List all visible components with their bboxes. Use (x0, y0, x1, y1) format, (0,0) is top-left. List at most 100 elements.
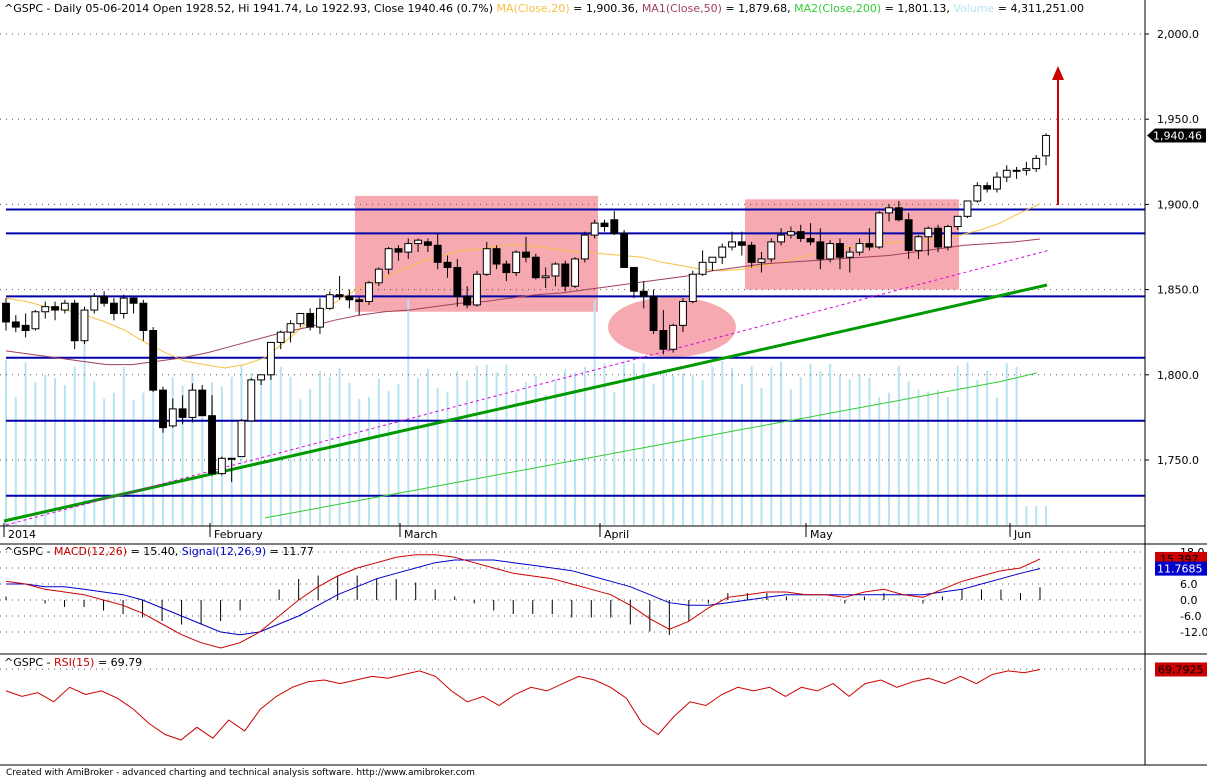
ma50-label: MA1(Close,50) (641, 2, 722, 15)
candle-body (463, 295, 472, 306)
ma20-value: = 1,900.36, (569, 2, 639, 15)
candle-body (482, 248, 491, 275)
candle-body (904, 219, 913, 251)
candle-body (728, 241, 736, 248)
candle-body (718, 246, 727, 258)
candle-body (325, 294, 334, 309)
candle-body (747, 244, 756, 263)
candle-body (404, 243, 413, 253)
price-tick-label: 1,750.0 (1157, 454, 1199, 467)
candle-body (816, 241, 825, 260)
price-tick-label: 1,900.0 (1157, 198, 1199, 211)
candle-body (522, 251, 530, 258)
candle-body (80, 309, 89, 342)
candle-body (551, 263, 560, 277)
candle-body (924, 227, 933, 238)
candle-body (973, 185, 982, 202)
candle-body (1042, 134, 1050, 157)
candle-body (757, 258, 766, 263)
candle-body (90, 295, 99, 311)
candle-body (11, 321, 20, 328)
candle-body (168, 408, 177, 427)
x-axis-label: 2014 (8, 528, 36, 541)
candle-body (100, 295, 109, 304)
candle-body (836, 243, 844, 258)
candle-body (531, 256, 540, 279)
rsi-line (5, 669, 1041, 741)
candle-body (580, 234, 589, 260)
candle-body (610, 219, 619, 234)
rsi-header: ^GSPC - RSI(15) = 69.79 (4, 656, 142, 669)
candle-body (217, 457, 226, 475)
candle-body (845, 251, 854, 258)
price-header: ^GSPC - Daily 05-06-2014 Open 1928.52, H… (4, 2, 1084, 15)
candle-body (600, 222, 609, 228)
candle-body (855, 243, 864, 253)
candle-body (41, 306, 50, 313)
candle-body (639, 290, 648, 297)
x-axis-label: May (810, 528, 833, 541)
volume-value: = 4,311,251.00 (994, 2, 1084, 15)
candle-body (512, 251, 521, 274)
candle-body (257, 374, 266, 381)
candle-body (934, 227, 943, 248)
candle-body (296, 312, 305, 325)
candle-body (669, 324, 678, 350)
candle-body (414, 239, 423, 245)
signal-value: = 11.77 (266, 545, 314, 558)
candle-body (894, 207, 903, 221)
main-uptrend-line (3, 283, 1048, 523)
ma200-label: MA2(Close,200) (794, 2, 882, 15)
candle-body (384, 248, 393, 270)
candle-body (688, 273, 697, 303)
macd-label: MACD(12,26) (54, 545, 128, 558)
rsi-last-tag (1155, 662, 1207, 677)
macd-line (5, 554, 1041, 649)
candle-body (806, 237, 815, 243)
candle-body (796, 231, 805, 239)
candlesticks (2, 133, 1050, 483)
rsi-header-prefix: ^GSPC - (4, 656, 54, 669)
candle-body (31, 311, 40, 330)
candle-body (109, 302, 118, 314)
rsi-last-label: 69.7925 (1158, 663, 1204, 676)
candle-body (365, 282, 373, 303)
candle-body (590, 222, 599, 236)
candle-body (983, 185, 992, 190)
candle-body (208, 415, 216, 475)
macd-header-prefix: ^GSPC - (4, 545, 54, 558)
candle-body (374, 268, 383, 284)
candle-body (70, 302, 79, 342)
footer-credit: Created with AmiBroker - advanced charti… (6, 768, 475, 778)
candle-body (953, 215, 962, 228)
ma200-value: = 1,801.13, (881, 2, 950, 15)
candle-body (698, 261, 707, 275)
candle-body (149, 329, 158, 391)
candle-body (679, 301, 687, 326)
macd-tick-label: 0.0 (1180, 594, 1198, 607)
candle-body (620, 232, 629, 268)
candle-body (276, 331, 285, 343)
candle-body (708, 256, 717, 263)
rsi-pane: 69.7925 (0, 662, 1207, 741)
target-arrow-head (1052, 66, 1064, 80)
candle-body (659, 329, 668, 350)
macd-header: ^GSPC - MACD(12,26) = 15.40, Signal(12,2… (4, 545, 314, 558)
candle-body (159, 389, 167, 429)
candle-body (227, 457, 236, 460)
price-tick-label: 1,850.0 (1157, 284, 1199, 297)
price-tick-label: 2,000.0 (1157, 28, 1199, 41)
last-price-label: 1,940.46 (1153, 129, 1202, 142)
ma200-line (264, 372, 1038, 519)
trend-lines (3, 66, 1064, 526)
candle-body (541, 275, 550, 279)
candle-body (423, 241, 432, 246)
candle-body (1022, 168, 1031, 171)
candle-body (2, 302, 10, 323)
signal-label: Signal(12,26,9) (181, 545, 267, 558)
candle-body (885, 207, 893, 214)
candle-body (21, 324, 30, 331)
candle-body (865, 243, 874, 248)
